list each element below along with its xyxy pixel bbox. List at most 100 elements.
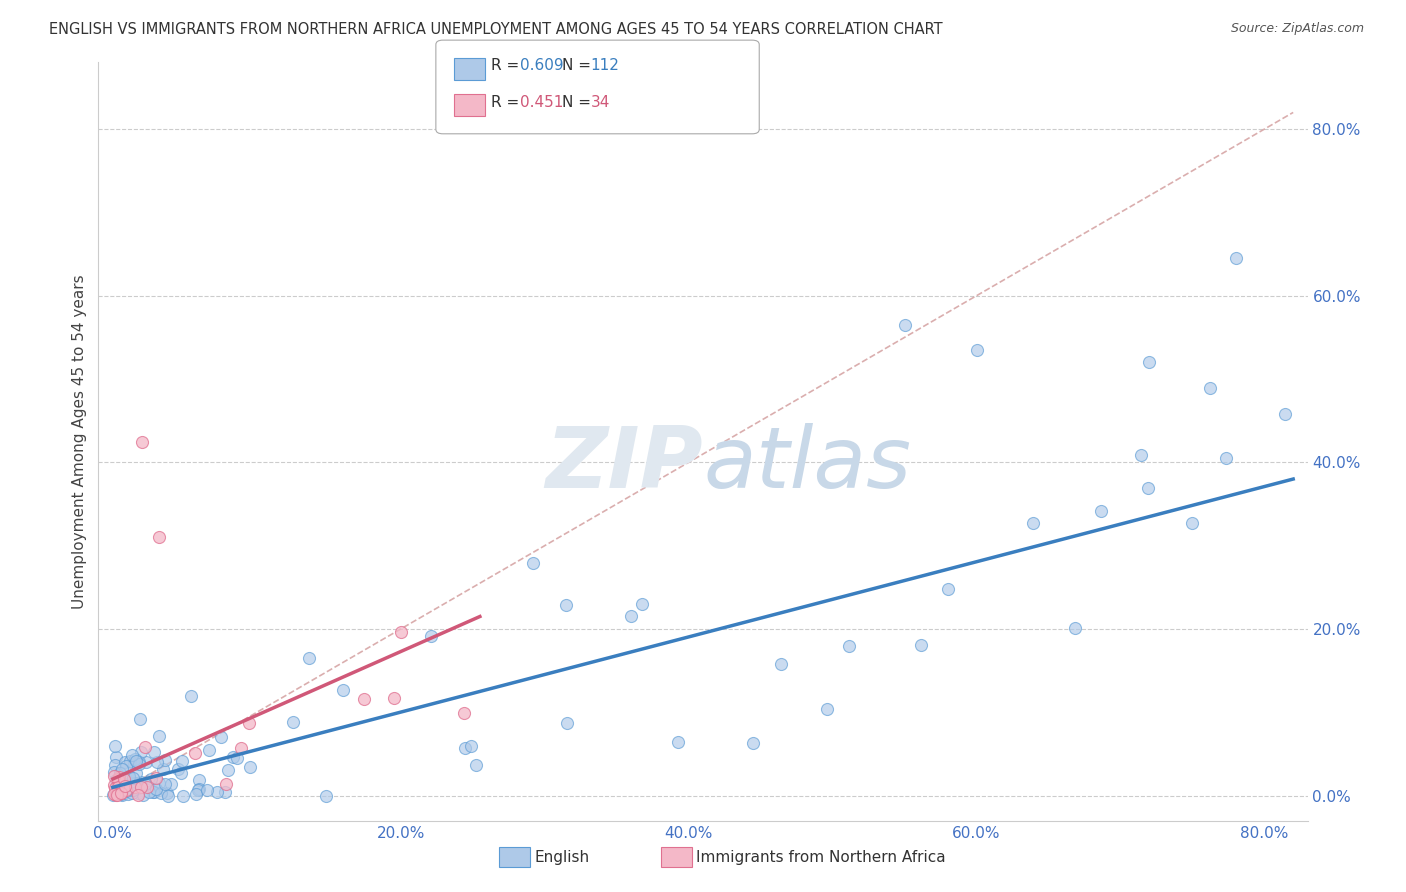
Point bbox=[172, 754, 194, 768]
Point bbox=[155, 777, 177, 791]
Point bbox=[104, 788, 127, 802]
Point bbox=[353, 692, 375, 706]
Point bbox=[108, 766, 131, 780]
Point bbox=[214, 777, 236, 791]
Point bbox=[1198, 381, 1220, 395]
Point bbox=[104, 757, 127, 772]
Point bbox=[110, 786, 132, 800]
Point bbox=[131, 434, 153, 449]
Point bbox=[121, 786, 143, 800]
Point bbox=[124, 752, 146, 766]
Point bbox=[239, 760, 262, 774]
Point bbox=[112, 780, 135, 795]
Point bbox=[1130, 448, 1153, 462]
Point bbox=[214, 785, 236, 799]
Point bbox=[128, 756, 150, 771]
Point bbox=[188, 781, 211, 796]
Point bbox=[127, 781, 149, 796]
Point bbox=[103, 765, 125, 780]
Point bbox=[124, 757, 146, 772]
Point bbox=[1137, 355, 1160, 369]
Point bbox=[167, 762, 190, 776]
Point bbox=[936, 582, 959, 596]
Text: 34: 34 bbox=[591, 95, 610, 110]
Point bbox=[124, 780, 146, 794]
Point bbox=[128, 712, 150, 726]
Point bbox=[103, 787, 125, 801]
Point bbox=[122, 780, 145, 795]
Y-axis label: Unemployment Among Ages 45 to 54 years: Unemployment Among Ages 45 to 54 years bbox=[72, 274, 87, 609]
Point bbox=[195, 783, 218, 797]
Text: English: English bbox=[534, 850, 589, 864]
Point bbox=[114, 779, 136, 793]
Point bbox=[101, 788, 124, 802]
Point bbox=[1274, 407, 1296, 421]
Text: N =: N = bbox=[562, 58, 596, 72]
Point bbox=[105, 787, 128, 801]
Point bbox=[1215, 450, 1237, 465]
Point bbox=[770, 657, 793, 671]
Point bbox=[105, 787, 128, 801]
Point bbox=[132, 789, 155, 803]
Point bbox=[110, 776, 132, 790]
Text: N =: N = bbox=[562, 95, 596, 110]
Point bbox=[315, 789, 337, 803]
Point bbox=[222, 749, 245, 764]
Point bbox=[105, 788, 128, 802]
Point bbox=[125, 777, 148, 791]
Point bbox=[555, 716, 578, 731]
Point bbox=[1063, 621, 1085, 635]
Point bbox=[111, 762, 134, 776]
Point bbox=[283, 715, 305, 730]
Point bbox=[160, 777, 183, 791]
Point bbox=[180, 690, 202, 704]
Point bbox=[188, 773, 211, 788]
Point bbox=[966, 343, 988, 357]
Point bbox=[107, 772, 129, 787]
Point bbox=[145, 781, 167, 796]
Point bbox=[104, 750, 127, 764]
Text: 112: 112 bbox=[591, 58, 620, 72]
Point bbox=[111, 788, 134, 802]
Text: ZIP: ZIP bbox=[546, 423, 703, 506]
Point bbox=[141, 772, 163, 787]
Point bbox=[187, 783, 209, 797]
Point bbox=[114, 756, 136, 770]
Point bbox=[298, 651, 321, 665]
Point bbox=[127, 788, 149, 802]
Point bbox=[217, 763, 239, 777]
Point bbox=[838, 640, 860, 654]
Point bbox=[555, 598, 578, 612]
Point bbox=[127, 786, 149, 800]
Point bbox=[104, 739, 127, 753]
Text: Source: ZipAtlas.com: Source: ZipAtlas.com bbox=[1230, 22, 1364, 36]
Point bbox=[124, 775, 146, 789]
Point bbox=[128, 756, 150, 770]
Point bbox=[125, 754, 148, 768]
Point bbox=[121, 771, 143, 785]
Point bbox=[630, 597, 652, 611]
Point bbox=[1137, 482, 1160, 496]
Point bbox=[460, 739, 482, 754]
Point bbox=[1022, 516, 1045, 531]
Point bbox=[209, 731, 232, 745]
Point bbox=[142, 785, 165, 799]
Point bbox=[910, 638, 932, 652]
Point bbox=[121, 783, 143, 797]
Point bbox=[198, 743, 221, 757]
Point bbox=[145, 772, 167, 786]
Point bbox=[103, 769, 125, 783]
Point bbox=[620, 608, 643, 623]
Point bbox=[134, 740, 156, 755]
Point bbox=[115, 784, 138, 798]
Text: Immigrants from Northern Africa: Immigrants from Northern Africa bbox=[696, 850, 946, 864]
Point bbox=[138, 785, 160, 799]
Point bbox=[231, 741, 253, 756]
Point bbox=[157, 789, 180, 803]
Point bbox=[1181, 516, 1204, 530]
Point bbox=[183, 746, 205, 760]
Point bbox=[226, 750, 249, 764]
Point bbox=[332, 682, 354, 697]
Point bbox=[112, 772, 135, 786]
Point bbox=[107, 780, 129, 794]
